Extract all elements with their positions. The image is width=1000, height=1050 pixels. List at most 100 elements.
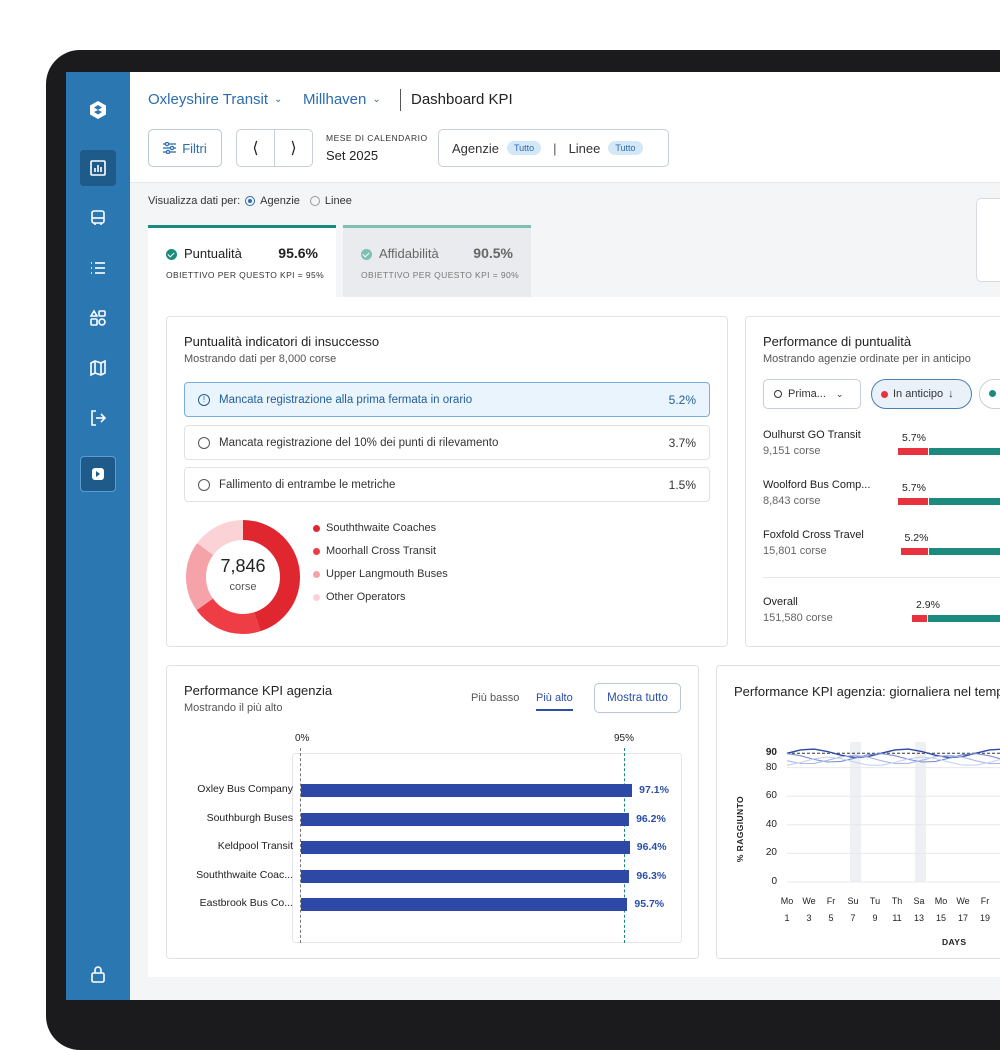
agency-bar-value: 95.7%	[634, 898, 665, 910]
agency-bar-value: 96.4%	[636, 841, 667, 853]
agency-bar-label: Keldpool Transit	[217, 840, 293, 852]
radio-agencies-label[interactable]: Agenzie	[260, 195, 300, 207]
donut-slice[interactable]	[186, 520, 300, 634]
perf-agency-pct: 5.2%	[904, 532, 929, 544]
radio-lines-label[interactable]: Linee	[324, 195, 352, 207]
failure-row[interactable]: ! Mancata registrazione alla prima ferma…	[184, 382, 710, 417]
sidebar-item-brand-app[interactable]	[80, 456, 116, 492]
failure-row[interactable]: Fallimento di entrambe le metriche 1.5%	[184, 467, 710, 502]
sort-highest[interactable]: Più alto	[536, 692, 573, 711]
donut-slice[interactable]	[186, 520, 300, 634]
x-tick-day: Mo	[780, 896, 794, 906]
donut-slice[interactable]	[186, 520, 300, 634]
tab-reliability-value: 90.5%	[473, 245, 513, 261]
failure-card-title: Puntualità indicatori di insuccesso	[184, 334, 380, 349]
chevron-down-icon: ⌄	[835, 388, 844, 399]
donut-legend-item: Other Operators	[313, 591, 405, 603]
agency-bar[interactable]	[301, 812, 630, 826]
chevron-down-icon: ⌄	[274, 94, 283, 105]
early-filter-pill[interactable]: In anticipo ↓	[871, 379, 972, 409]
daily-series-line[interactable]	[786, 754, 1000, 765]
logo-icon[interactable]	[80, 92, 116, 128]
daily-series-line[interactable]	[786, 753, 1000, 763]
ontime-bar	[928, 498, 1000, 505]
sort-dropdown[interactable]: Prima... ⌄	[763, 379, 861, 409]
view-selector-label: Visualizza dati per:	[148, 195, 241, 207]
show-all-button[interactable]: Mostra tutto	[594, 683, 681, 713]
y-tick-label: 80	[765, 761, 777, 773]
check-circle-icon	[166, 249, 177, 260]
ontime-bar	[928, 615, 1000, 622]
agency-bar-label: Eastbrook Bus Co...	[199, 897, 293, 909]
legend-dot	[313, 570, 320, 578]
failure-row-label: Fallimento di entrambe le metriche	[219, 478, 396, 491]
x-tick-day: Sa	[913, 896, 925, 906]
failure-row-value: 1.5%	[668, 477, 696, 492]
y-tick-label: 60	[765, 790, 777, 802]
sort-dropdown-value: Prima...	[788, 388, 826, 400]
agency-bar[interactable]	[301, 841, 630, 854]
breadcrumb-region[interactable]: Millhaven ⌄	[303, 91, 381, 108]
radio-lines[interactable]	[309, 196, 320, 206]
donut-legend-item: Souththwaite Coaches	[313, 522, 436, 534]
perf-agency-trips: 9,151 corse	[763, 445, 821, 457]
weekend-band	[850, 742, 861, 882]
tab-punctuality[interactable]: Puntualità 95.6% OBIETTIVO PER QUESTO KP…	[148, 225, 336, 297]
agencies-filter-badge: Tutto	[506, 141, 542, 155]
y-tick-label: 20	[765, 847, 777, 859]
filter-separator: |	[553, 140, 557, 156]
ontime-filter-pill[interactable]	[979, 379, 1000, 409]
agency-bar[interactable]	[301, 869, 630, 883]
daily-kpi-card: Performance KPI agenzia: giornaliera nel…	[716, 665, 1000, 959]
x-tick-day: Th	[891, 896, 903, 906]
tab-reliability[interactable]: Affidabilità 90.5% OBIETTIVO PER QUESTO …	[343, 225, 531, 297]
x-tick-date: 15	[935, 913, 946, 923]
daily-kpi-title: Performance KPI agenzia: giornaliera nel…	[734, 684, 1000, 699]
radio-agencies[interactable]	[245, 196, 256, 206]
next-month-button[interactable]: ⟩	[274, 129, 313, 167]
sidebar-item-dashboard[interactable]	[80, 150, 116, 186]
breadcrumb-agency[interactable]: Oxleyshire Transit ⌄	[148, 91, 282, 108]
failure-row[interactable]: Mancata registrazione del 10% dei punti …	[184, 425, 710, 460]
y-tick-label: 0	[771, 876, 777, 887]
failure-row-label: Mancata registrazione alla prima fermata…	[219, 393, 473, 406]
zero-line	[300, 748, 301, 943]
agency-bar[interactable]	[301, 898, 628, 911]
daily-series-line[interactable]	[786, 748, 1000, 759]
filter-button[interactable]: Filtri	[148, 129, 222, 167]
legend-panel	[976, 198, 1000, 282]
x-tick-day: We	[802, 896, 816, 906]
sliders-icon	[163, 142, 177, 154]
tab-reliability-goal: OBIETTIVO PER QUESTO KPI = 90%	[361, 270, 520, 280]
scope-filter[interactable]: Agenzie Tutto | Linee Tutto	[438, 129, 669, 167]
app-screen: Oxleyshire Transit ⌄ Millhaven ⌄ Dashboa…	[66, 72, 1000, 1000]
status-dot	[989, 390, 996, 397]
agency-kpi-title: Performance KPI agenzia	[184, 683, 333, 698]
sidebar-item-vehicles[interactable]	[80, 200, 116, 236]
target-label: 95%	[614, 733, 635, 744]
legend-dot	[313, 547, 320, 555]
sidebar-item-lock[interactable]	[80, 956, 116, 992]
early-bar	[898, 448, 928, 455]
agencies-filter-label: Agenzie	[452, 140, 499, 156]
bar-chart-icon	[90, 160, 106, 176]
agency-bar[interactable]	[301, 784, 633, 797]
tab-punctuality-goal: OBIETTIVO PER QUESTO KPI = 95%	[166, 270, 325, 280]
bar-chart-frame	[292, 753, 682, 943]
perf-agency-name: Foxfold Cross Travel	[763, 529, 864, 541]
daily-xlabel: DAYS	[942, 937, 967, 947]
agency-bar-value: 97.1%	[639, 784, 669, 796]
sidebar-item-apps[interactable]	[80, 300, 116, 336]
sort-lowest[interactable]: Più basso	[471, 692, 520, 704]
bus-icon	[91, 210, 105, 225]
sidebar-item-logout[interactable]	[80, 400, 116, 436]
early-filter-label: In anticipo	[893, 388, 944, 400]
legend-label: Other Operators	[326, 591, 406, 603]
daily-series-line[interactable]	[786, 756, 1000, 766]
x-tick-date: 17	[957, 913, 968, 923]
sidebar-item-map[interactable]	[80, 350, 116, 386]
failure-card-subtitle: Mostrando dati per 8,000 corse	[184, 353, 337, 365]
sidebar-item-list[interactable]	[80, 250, 116, 286]
prev-month-button[interactable]: ⟨	[236, 129, 275, 167]
tab-punctuality-value: 95.6%	[278, 245, 318, 261]
